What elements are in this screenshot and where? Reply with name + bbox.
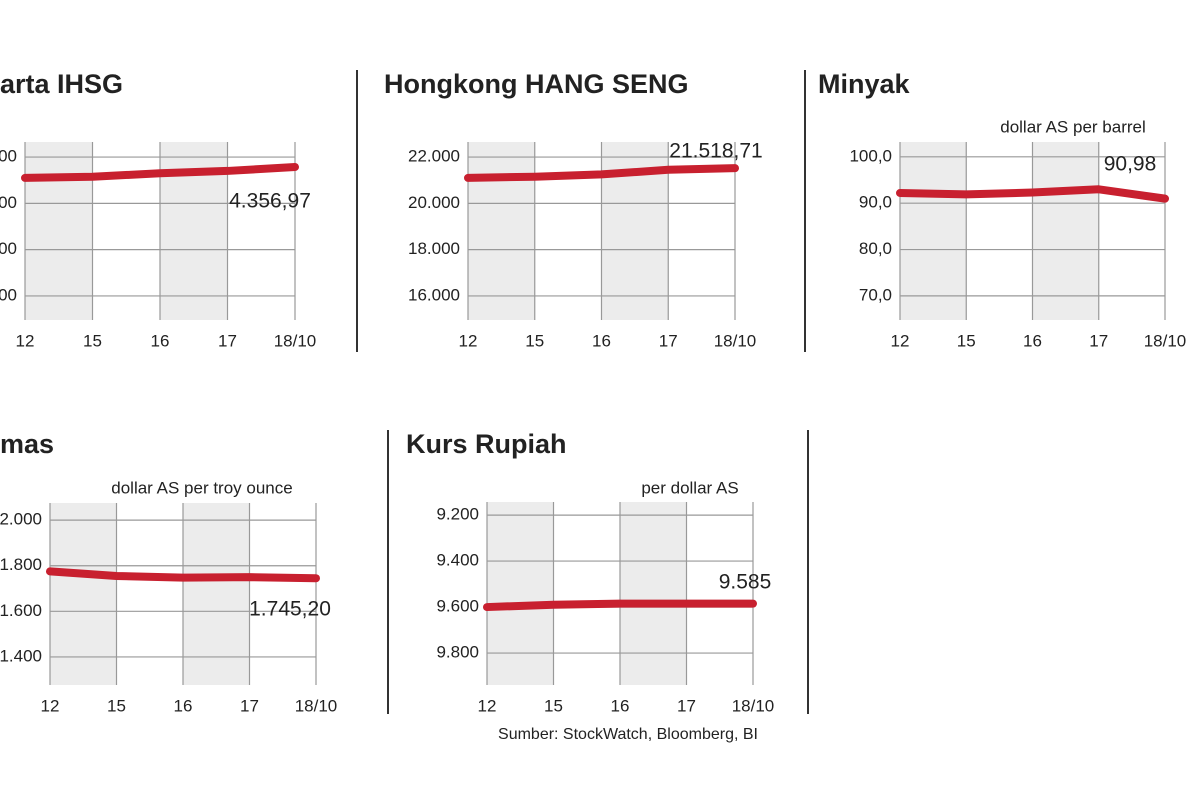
y-tick-label: 16.000 xyxy=(408,285,460,304)
value-label: 4.356,97 xyxy=(229,190,311,213)
chart-subtitle: dollar AS per barrel xyxy=(1000,117,1146,136)
x-tick-label: 16 xyxy=(592,331,611,350)
y-tick-label: 90,0 xyxy=(859,193,892,212)
line xyxy=(46,567,320,583)
x-tick-label: 15 xyxy=(957,331,976,350)
value-label: 1.745,20 xyxy=(249,598,331,621)
line xyxy=(896,185,1169,203)
value-label: 90,98 xyxy=(1104,153,1157,176)
y-tick-label: 9.800 xyxy=(436,643,479,662)
band xyxy=(900,142,967,320)
chart-subtitle: dollar AS per troy ounce xyxy=(111,478,292,497)
x-tick-label: 12 xyxy=(16,331,35,350)
x-tick-label: 16 xyxy=(1023,331,1042,350)
x-tick-label: 18/10 xyxy=(732,696,775,715)
chart-subtitle: per dollar AS xyxy=(641,478,738,497)
x-tick-label: 16 xyxy=(174,696,193,715)
chart-title: Minyak xyxy=(818,69,911,99)
band xyxy=(50,503,117,685)
x-tick-label: 17 xyxy=(240,696,259,715)
x-tick-label: 16 xyxy=(151,331,170,350)
band xyxy=(1032,142,1099,320)
x-tick-label: 18/10 xyxy=(714,331,757,350)
band xyxy=(468,142,535,320)
y-tick-label: 100,0 xyxy=(849,146,892,165)
y-tick-label: 22.000 xyxy=(408,147,460,166)
y-tick-label: 4.400 xyxy=(0,147,17,166)
x-tick-label: 16 xyxy=(611,696,630,715)
y-tick-label: 4.000 xyxy=(0,239,17,258)
chart-title: Hongkong HANG SENG xyxy=(384,69,689,99)
line xyxy=(483,599,757,612)
value-label: 9.585 xyxy=(719,571,772,594)
y-tick-label: 1.600 xyxy=(0,601,42,620)
band xyxy=(25,142,93,320)
y-tick-label: 70,0 xyxy=(859,285,892,304)
x-tick-label: 18/10 xyxy=(1144,331,1187,350)
x-tick-label: 12 xyxy=(41,696,60,715)
x-tick-label: 17 xyxy=(218,331,237,350)
x-tick-label: 12 xyxy=(478,696,497,715)
chart-title: arta IHSG xyxy=(0,69,123,99)
x-tick-label: 17 xyxy=(677,696,696,715)
y-tick-label: 20.000 xyxy=(408,193,460,212)
band xyxy=(183,503,250,685)
x-tick-label: 18/10 xyxy=(274,331,317,350)
y-tick-label: 80,0 xyxy=(859,239,892,258)
y-tick-label: 1.400 xyxy=(0,646,42,665)
y-tick-label: 2.000 xyxy=(0,510,42,529)
x-tick-label: 18/10 xyxy=(295,696,338,715)
y-tick-label: 3.800 xyxy=(0,285,17,304)
line xyxy=(21,163,299,182)
x-tick-label: 15 xyxy=(107,696,126,715)
source: Sumber: StockWatch, Bloomberg, BI xyxy=(498,726,758,743)
chart-title: mas xyxy=(0,429,54,459)
y-tick-label: 4.200 xyxy=(0,193,17,212)
band xyxy=(487,502,554,685)
x-tick-label: 12 xyxy=(891,331,910,350)
y-tick-label: 9.200 xyxy=(436,505,479,524)
x-tick-label: 12 xyxy=(459,331,478,350)
y-tick-label: 9.600 xyxy=(436,597,479,616)
chart-title: Kurs Rupiah xyxy=(406,429,567,459)
y-tick-label: 9.400 xyxy=(436,551,479,570)
band xyxy=(620,502,687,685)
x-tick-label: 15 xyxy=(544,696,563,715)
y-tick-label: 1.800 xyxy=(0,555,42,574)
x-tick-label: 17 xyxy=(1089,331,1108,350)
value-label: 21.518,71 xyxy=(669,140,762,163)
y-tick-label: 18.000 xyxy=(408,239,460,258)
x-tick-label: 15 xyxy=(83,331,102,350)
x-tick-label: 17 xyxy=(659,331,678,350)
x-tick-label: 15 xyxy=(525,331,544,350)
line xyxy=(464,164,739,182)
